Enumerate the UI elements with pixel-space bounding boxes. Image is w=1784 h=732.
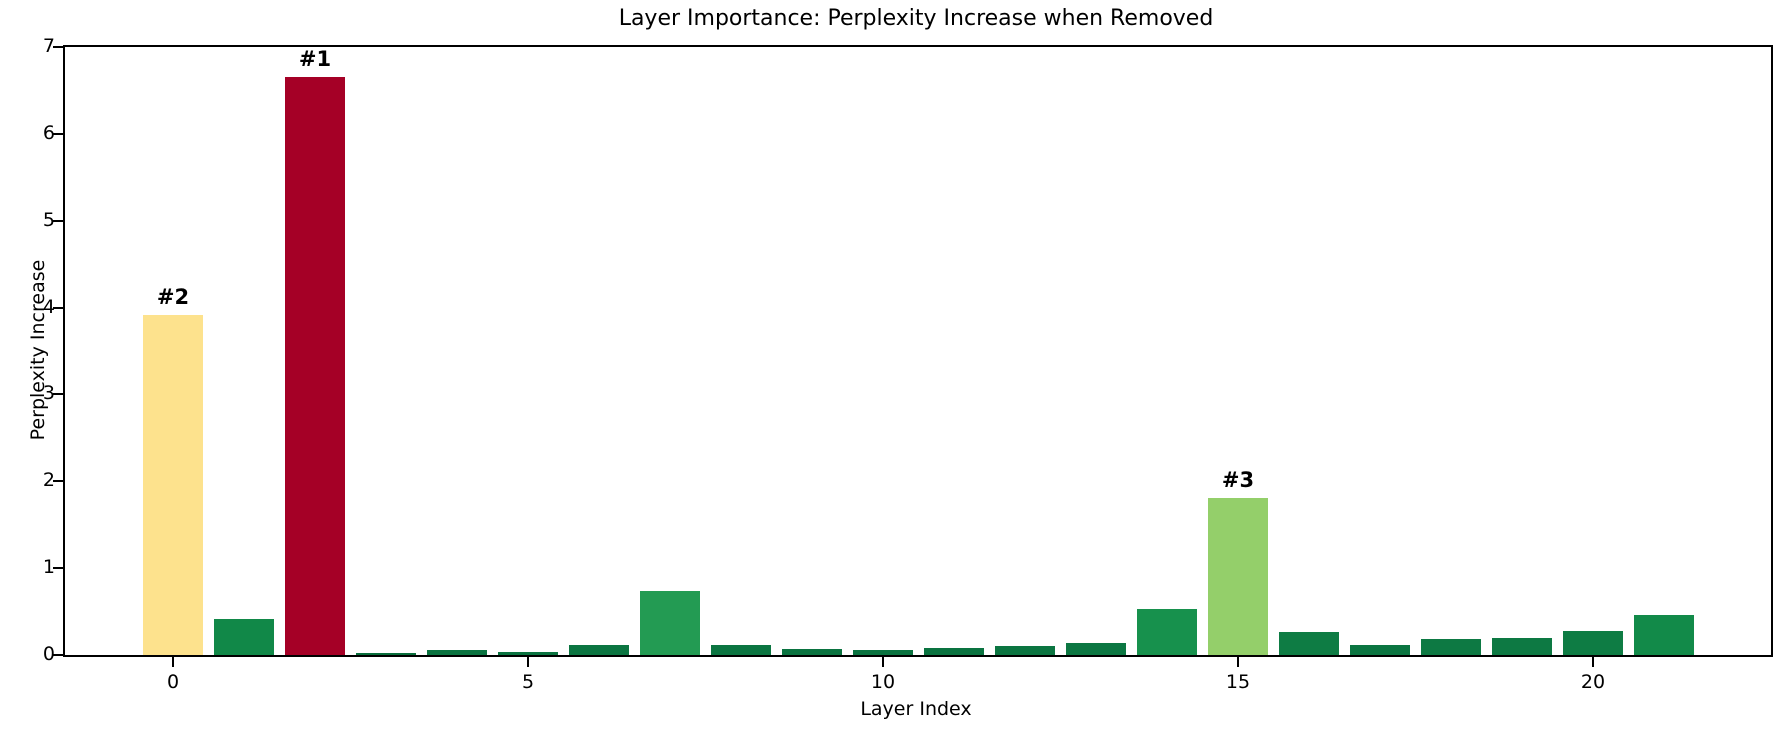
bar-layer-12	[995, 646, 1055, 655]
x-tick-mark	[1592, 657, 1594, 667]
y-tick-mark	[53, 393, 63, 396]
x-tick-mark	[882, 657, 884, 667]
y-tick-mark	[53, 480, 63, 483]
y-tick-label: 5	[42, 208, 55, 231]
plot-area: #1 #2 #3 0 1 2 3 4 5 6 7 0 5 10 15 20	[43, 37, 1773, 693]
x-tick-label: 0	[166, 671, 180, 693]
y-tick-mark	[53, 219, 63, 222]
bar-layer-18	[1421, 639, 1481, 655]
y-tick-label: 7	[42, 35, 55, 57]
x-axis-label: Layer Index	[860, 698, 972, 720]
bar-layer-14	[1137, 609, 1197, 655]
bar-layer-13	[1066, 643, 1126, 655]
x-tick-mark	[527, 657, 529, 667]
y-tick-mark	[53, 306, 63, 309]
x-tick-label: 15	[1225, 671, 1251, 693]
bar-layer-15	[1208, 498, 1268, 655]
bar-layer-10	[853, 650, 913, 655]
bar-layer-19	[1492, 638, 1552, 655]
y-tick-label: 6	[42, 121, 55, 144]
rank-annotation: #1	[298, 46, 332, 71]
x-tick-label: 20	[1580, 671, 1606, 693]
x-tick-mark	[172, 657, 174, 667]
bar-layer-11	[924, 648, 984, 655]
x-tick-label: 10	[870, 671, 896, 693]
bar-layer-4	[427, 650, 487, 655]
bar-layer-7	[640, 591, 700, 655]
bar-layer-5	[498, 652, 558, 655]
bar-layer-9	[782, 649, 842, 655]
bar-layer-21	[1634, 615, 1694, 655]
y-tick-label: 2	[42, 469, 55, 492]
bar-layer-0	[143, 315, 203, 655]
bar-layer-2	[285, 77, 345, 655]
rank-annotation: #2	[156, 284, 190, 309]
y-tick-label: 3	[42, 382, 55, 405]
bar-layer-16	[1279, 632, 1339, 655]
y-tick-mark	[53, 567, 63, 570]
y-tick-mark	[53, 132, 63, 135]
y-axis-label: Perplexity Increase	[27, 259, 49, 441]
bar-layer-20	[1563, 631, 1623, 655]
bar-layer-3	[356, 653, 416, 655]
bar-layer-1	[214, 619, 274, 655]
bar-layer-6	[569, 645, 629, 655]
bar-layer-8	[711, 645, 771, 655]
chart-title: Layer Importance: Perplexity Increase wh…	[618, 6, 1214, 31]
y-tick-label: 1	[42, 556, 55, 579]
x-tick-label: 5	[521, 671, 535, 693]
y-tick-label: 4	[42, 295, 55, 318]
x-tick-mark	[1237, 657, 1239, 667]
rank-annotation: #3	[1221, 467, 1255, 492]
y-tick-mark	[53, 46, 63, 48]
y-tick-mark	[53, 654, 63, 656]
bar-layer-17	[1350, 645, 1410, 655]
y-tick-label: 0	[42, 643, 55, 665]
